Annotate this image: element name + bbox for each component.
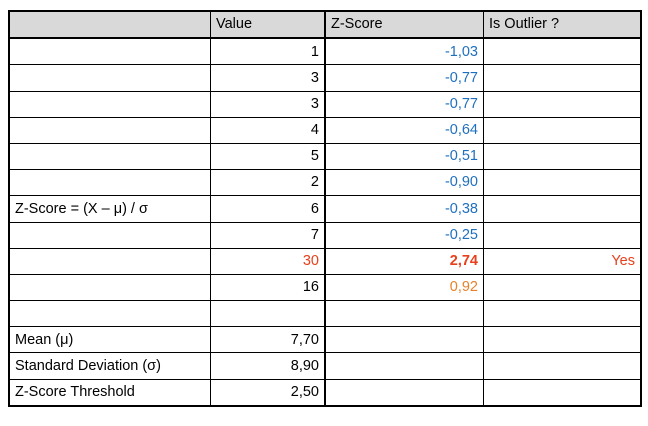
empty-row [8,300,642,328]
value-cell[interactable]: 3 [210,90,326,118]
header-label-cell[interactable] [8,10,211,40]
formula-label-cell[interactable]: Z-Score = (X – μ) / σ [8,195,211,223]
label-cell[interactable] [8,116,211,144]
std-dev-value-cell[interactable]: 8,90 [210,352,326,380]
threshold-label-cell[interactable]: Z-Score Threshold [8,378,211,407]
data-row: 5 -0,51 [8,142,642,171]
threshold-value-cell[interactable]: 2,50 [210,378,326,407]
stats-row-mean: Mean (μ) 7,70 [8,326,642,354]
value-cell[interactable]: 7 [210,221,326,249]
value-cell[interactable]: 6 [210,195,326,223]
label-cell[interactable] [8,247,211,275]
outlier-cell[interactable] [483,273,642,302]
zscore-cell[interactable]: -0,77 [324,90,484,118]
label-cell[interactable] [8,273,211,302]
header-outlier-cell[interactable]: Is Outlier ? [483,10,642,40]
label-cell[interactable] [8,221,211,249]
outlier-cell[interactable] [483,37,642,66]
value-cell[interactable]: 16 [210,273,326,302]
value-cell[interactable]: 1 [210,37,326,66]
value-cell[interactable]: 3 [210,64,326,92]
data-row: 4 -0,64 [8,116,642,144]
value-cell[interactable]: 5 [210,142,326,171]
empty-cell[interactable] [324,326,484,354]
data-row: 30 2,74 Yes [8,247,642,275]
zscore-cell[interactable] [324,300,484,328]
label-cell[interactable] [8,64,211,92]
zscore-cell[interactable]: -0,51 [324,142,484,171]
mean-label-cell[interactable]: Mean (μ) [8,326,211,354]
outlier-cell[interactable] [483,195,642,223]
zscore-cell[interactable]: 2,74 [324,247,484,275]
empty-cell[interactable] [483,378,642,407]
outlier-cell[interactable] [483,300,642,328]
data-row: 1 -1,03 [8,37,642,66]
zscore-cell[interactable]: -1,03 [324,37,484,66]
data-row: 2 -0,90 [8,169,642,197]
zscore-cell[interactable]: -0,77 [324,64,484,92]
empty-cell[interactable] [483,326,642,354]
stats-row-std-dev: Standard Deviation (σ) 8,90 [8,352,642,380]
outlier-cell[interactable] [483,142,642,171]
outlier-cell[interactable] [483,90,642,118]
value-cell[interactable]: 2 [210,169,326,197]
data-row: Z-Score = (X – μ) / σ 6 -0,38 [8,195,642,223]
zscore-table: Value Z-Score Is Outlier ? 1 -1,03 3 -0,… [8,10,642,407]
value-cell[interactable]: 30 [210,247,326,275]
data-row: 3 -0,77 [8,64,642,92]
outlier-cell[interactable] [483,221,642,249]
zscore-cell[interactable]: -0,90 [324,169,484,197]
zscore-cell[interactable]: -0,38 [324,195,484,223]
data-row: 7 -0,25 [8,221,642,249]
mean-value-cell[interactable]: 7,70 [210,326,326,354]
stats-row-threshold: Z-Score Threshold 2,50 [8,378,642,407]
label-cell[interactable] [8,169,211,197]
empty-cell[interactable] [324,352,484,380]
value-cell[interactable] [210,300,326,328]
label-cell[interactable] [8,90,211,118]
data-row: 3 -0,77 [8,90,642,118]
value-cell[interactable]: 4 [210,116,326,144]
zscore-cell[interactable]: 0,92 [324,273,484,302]
empty-cell[interactable] [324,378,484,407]
zscore-cell[interactable]: -0,64 [324,116,484,144]
label-cell[interactable] [8,300,211,328]
label-cell[interactable] [8,142,211,171]
header-row: Value Z-Score Is Outlier ? [8,10,642,40]
std-dev-label-cell[interactable]: Standard Deviation (σ) [8,352,211,380]
outlier-flag-cell[interactable]: Yes [483,247,642,275]
outlier-cell[interactable] [483,169,642,197]
header-value-cell[interactable]: Value [210,10,326,40]
data-row: 16 0,92 [8,273,642,302]
empty-cell[interactable] [483,352,642,380]
outlier-cell[interactable] [483,64,642,92]
label-cell[interactable] [8,37,211,66]
outlier-cell[interactable] [483,116,642,144]
zscore-cell[interactable]: -0,25 [324,221,484,249]
header-zscore-cell[interactable]: Z-Score [324,10,484,40]
